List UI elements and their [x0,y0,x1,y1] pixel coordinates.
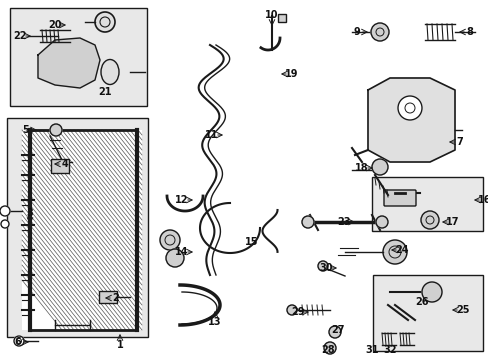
Text: 31: 31 [365,345,378,355]
Bar [372,275,482,351]
Text: 9: 9 [353,27,360,37]
Circle shape [328,326,340,338]
Circle shape [371,159,387,175]
Circle shape [165,249,183,267]
Polygon shape [38,38,100,88]
Text: 24: 24 [394,245,408,255]
Text: 11: 11 [205,130,218,140]
Text: 19: 19 [285,69,298,79]
FancyBboxPatch shape [383,190,415,206]
Circle shape [421,282,441,302]
Text: 27: 27 [330,325,344,335]
Text: 17: 17 [446,217,459,227]
Circle shape [370,23,388,41]
Text: 26: 26 [414,297,428,307]
Bar [22,130,142,330]
Text: 29: 29 [291,307,304,317]
Circle shape [382,240,406,264]
Text: 18: 18 [354,163,368,173]
Text: 6: 6 [15,337,21,347]
Text: 5: 5 [22,125,29,135]
Circle shape [0,206,10,216]
FancyBboxPatch shape [51,159,69,173]
Circle shape [95,12,115,32]
Circle shape [324,342,335,354]
Text: 32: 32 [383,345,396,355]
Text: 15: 15 [245,237,258,247]
Circle shape [420,211,438,229]
FancyBboxPatch shape [99,291,117,303]
Text: 30: 30 [319,263,332,273]
Text: 25: 25 [455,305,469,315]
Circle shape [286,305,296,315]
Circle shape [14,336,24,346]
Bar [10,8,147,106]
Text: 2: 2 [112,293,119,303]
Text: 23: 23 [337,217,350,227]
Text: 12: 12 [175,195,188,205]
Text: 10: 10 [264,10,278,20]
Circle shape [397,96,421,120]
Circle shape [50,124,62,136]
Text: 8: 8 [466,27,472,37]
Circle shape [1,220,9,228]
Text: 3: 3 [26,208,33,218]
Circle shape [317,261,327,271]
Circle shape [160,230,180,250]
Text: 7: 7 [456,137,463,147]
Text: 1: 1 [116,340,123,350]
Circle shape [302,216,313,228]
Text: 20: 20 [48,20,61,30]
Text: 21: 21 [98,87,112,97]
Text: 13: 13 [208,317,221,327]
Text: 16: 16 [477,195,488,205]
Text: 4: 4 [61,159,68,169]
Text: 28: 28 [321,345,334,355]
Ellipse shape [101,59,119,85]
Circle shape [375,216,387,228]
Polygon shape [367,78,454,162]
Bar [278,14,285,22]
Text: 22: 22 [13,31,27,41]
Bar [7,118,148,337]
Text: 14: 14 [175,247,188,257]
Bar [371,177,482,231]
